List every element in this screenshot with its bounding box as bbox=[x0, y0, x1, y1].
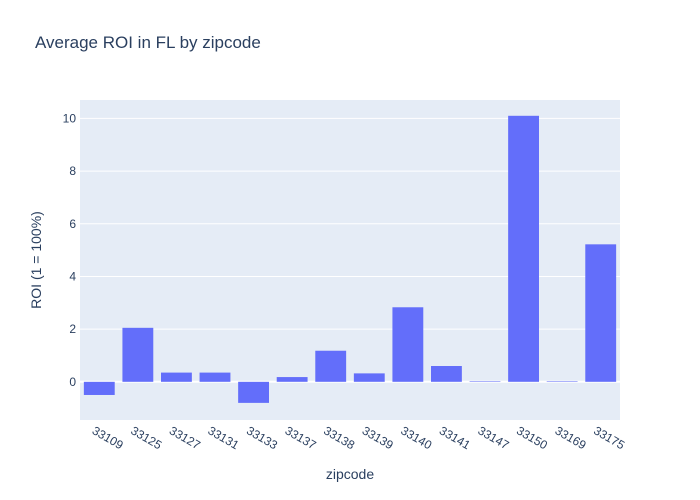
bar bbox=[161, 372, 192, 382]
x-tick-label: 33169 bbox=[553, 423, 589, 452]
x-tick-label: 33137 bbox=[283, 423, 319, 452]
x-tick-label: 33141 bbox=[437, 423, 473, 452]
bar bbox=[546, 381, 578, 382]
y-tick-label: 6 bbox=[69, 217, 76, 231]
x-tick-label: 33109 bbox=[90, 423, 126, 452]
bar bbox=[353, 373, 385, 382]
y-axis-title: ROI (1 = 100%) bbox=[28, 211, 44, 309]
y-tick-label: 2 bbox=[69, 322, 76, 336]
x-axis-title: zipcode bbox=[326, 466, 374, 482]
chart-title: Average ROI in FL by zipcode bbox=[35, 33, 261, 52]
bar bbox=[508, 115, 539, 382]
bar bbox=[238, 381, 269, 403]
x-tick-label: 33150 bbox=[514, 423, 550, 452]
bar bbox=[122, 327, 154, 382]
x-tick-label: 33139 bbox=[360, 423, 396, 452]
x-tick-label: 33127 bbox=[167, 423, 203, 452]
bar bbox=[392, 307, 424, 382]
y-tick-label: 0 bbox=[69, 375, 76, 389]
x-tick-label: 33133 bbox=[244, 423, 280, 452]
x-tick-label: 33131 bbox=[206, 423, 242, 452]
x-axis-ticks: 33109 33125 33127 33131 33133 33137 33138 33139… bbox=[90, 423, 628, 452]
x-tick-label: 33175 bbox=[591, 423, 627, 452]
bars bbox=[83, 115, 617, 403]
y-axis-ticks: 0 2 4 6 8 10 bbox=[63, 111, 77, 388]
x-tick-label: 33125 bbox=[128, 423, 164, 452]
bar bbox=[276, 377, 308, 382]
y-tick-label: 8 bbox=[69, 164, 76, 178]
bar bbox=[315, 350, 347, 382]
bar bbox=[585, 244, 617, 382]
x-tick-label: 33140 bbox=[398, 423, 434, 452]
bar bbox=[469, 381, 501, 382]
y-tick-label: 4 bbox=[69, 269, 76, 283]
bar bbox=[199, 372, 231, 382]
y-tick-label: 10 bbox=[63, 111, 77, 125]
bar bbox=[83, 381, 115, 395]
x-tick-label: 33147 bbox=[476, 423, 512, 452]
x-tick-label: 33138 bbox=[321, 423, 357, 452]
bar bbox=[431, 366, 462, 382]
